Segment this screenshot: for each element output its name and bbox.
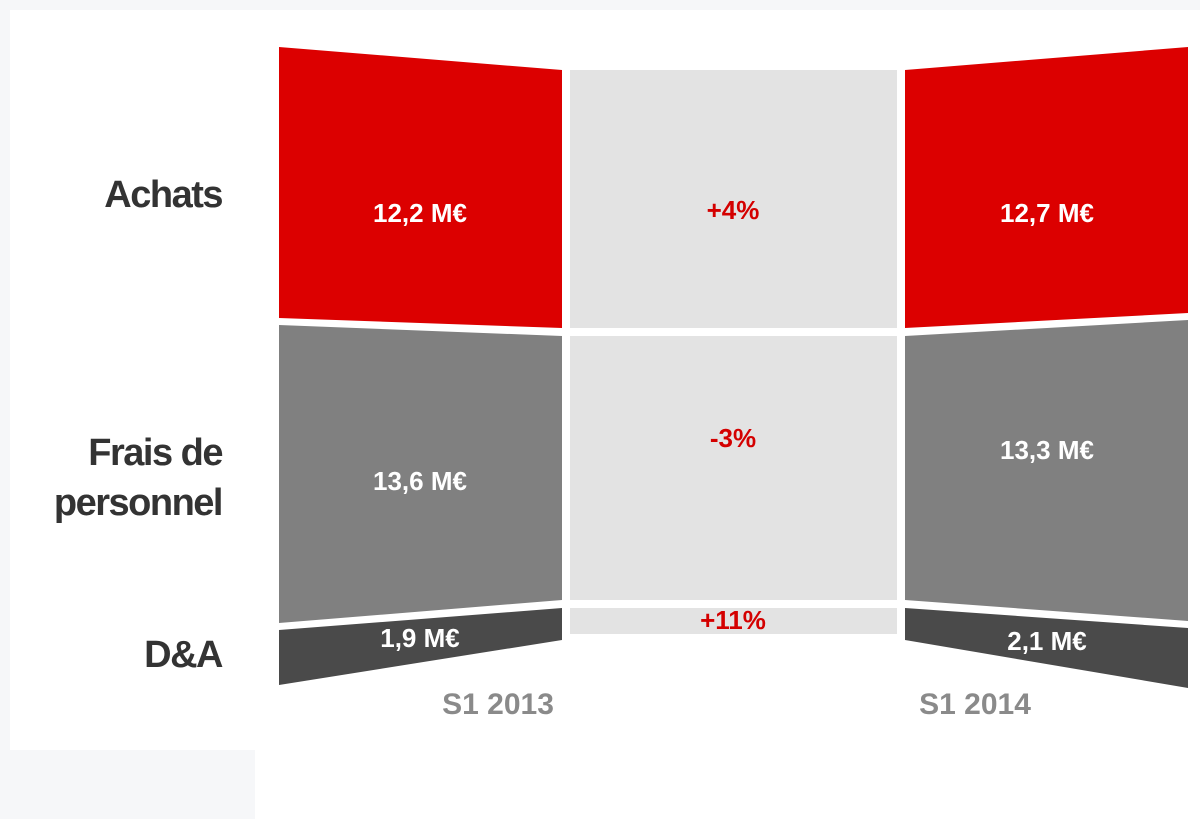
- change: +11%: [700, 605, 766, 635]
- column-label: S1 2014: [919, 688, 1031, 721]
- row-label: D&A: [144, 634, 223, 676]
- column-label: S1 2013: [442, 688, 554, 721]
- value-2014: 2,1 M€: [1007, 626, 1087, 656]
- frais-change-panel: [570, 336, 897, 600]
- da-change-panel: [570, 608, 897, 634]
- row-label: Achats: [104, 174, 222, 216]
- achats-2014-panel: [905, 47, 1188, 328]
- panel-extension: [255, 750, 1200, 819]
- frais-2014-panel: [905, 320, 1188, 621]
- frais-2013-panel: [279, 325, 562, 623]
- row-label: personnel: [54, 482, 222, 524]
- value-2013: 13,6 M€: [373, 466, 467, 496]
- value-2014: 13,3 M€: [1000, 435, 1094, 465]
- value-2013: 1,9 M€: [380, 623, 460, 653]
- value-2014: 12,7 M€: [1000, 198, 1094, 228]
- da-2013-panel: [279, 608, 562, 685]
- achats-change-panel: [570, 70, 897, 328]
- change: -3%: [710, 423, 756, 453]
- row-label: Frais de: [88, 432, 222, 474]
- da-2014-panel: [905, 608, 1188, 688]
- achats-2013-panel: [279, 47, 562, 328]
- change: +4%: [707, 195, 760, 225]
- value-2013: 12,2 M€: [373, 198, 467, 228]
